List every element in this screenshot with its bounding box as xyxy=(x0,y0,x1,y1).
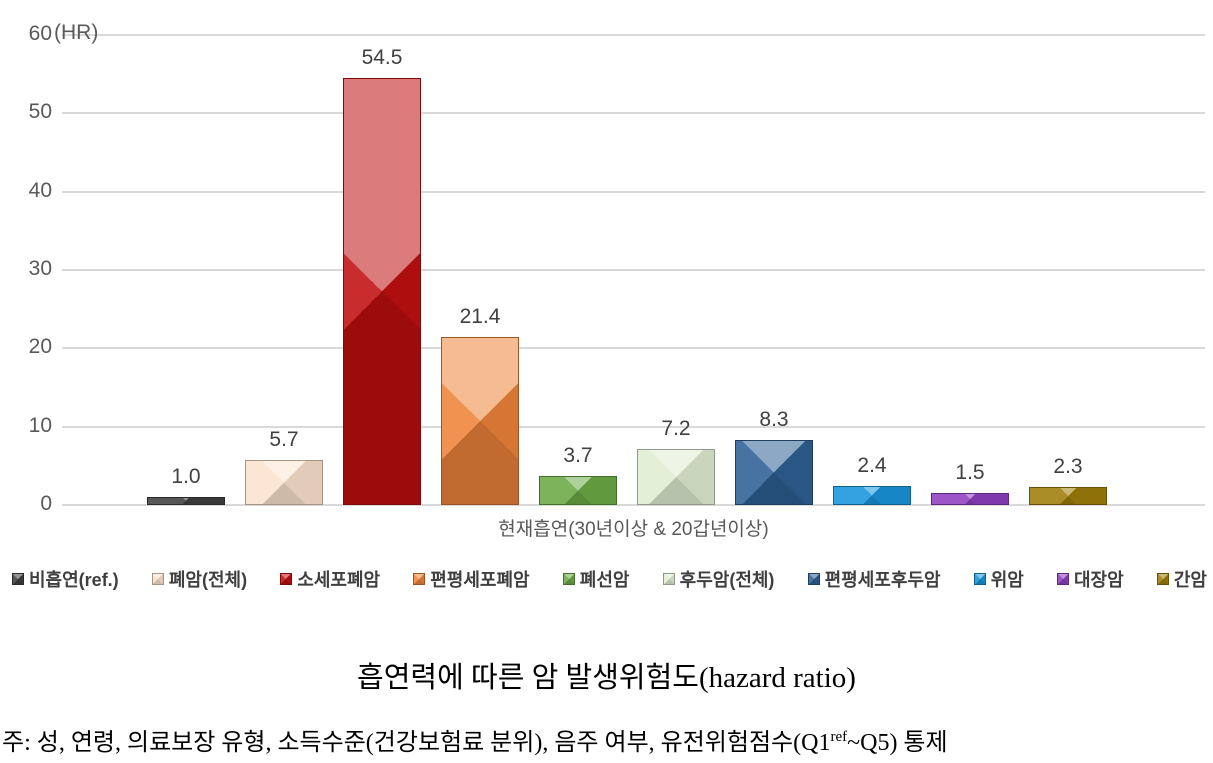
bar-slot-8: 1.5 xyxy=(931,35,1009,505)
footnote-text-end: ~Q5) 통제 xyxy=(847,730,948,756)
legend-item-3: 편평세포폐암 xyxy=(413,566,530,592)
legend-label-1: 폐암(전체) xyxy=(168,570,248,590)
bar-slot-5: 7.2 xyxy=(637,35,715,505)
bar-value-label-6: 8.3 xyxy=(759,407,789,431)
legend-label-9: 간암 xyxy=(1173,570,1207,590)
y-tick-label-40: 40 xyxy=(28,178,52,202)
legend-swatch-icon xyxy=(280,573,293,585)
bar-대장암 xyxy=(931,493,1009,505)
legend-swatch-icon xyxy=(807,573,820,585)
footnote-text: 주: 성, 연령, 의료보장 유형, 소득수준(건강보험료 분위), 음주 여부… xyxy=(2,730,831,756)
legend-label-4: 폐선암 xyxy=(579,570,630,590)
bar-value-label-2: 54.5 xyxy=(361,46,403,70)
gridline-0 xyxy=(62,504,1205,506)
bar-slot-1: 5.7 xyxy=(245,35,323,505)
legend-item-7: 위암 xyxy=(973,566,1024,592)
legend-swatch-icon xyxy=(973,573,986,585)
legend-item-9: 간암 xyxy=(1156,566,1207,592)
legend-label-7: 위암 xyxy=(990,570,1024,590)
bar-slot-0: 1.0 xyxy=(147,35,225,505)
legend-swatch-icon xyxy=(151,573,164,585)
legend-item-0: 비흡연(ref.) xyxy=(12,566,119,592)
bar-value-label-7: 2.4 xyxy=(857,454,887,478)
gridline-20 xyxy=(62,347,1205,350)
legend-item-4: 폐선암 xyxy=(562,566,630,592)
bar-value-label-3: 21.4 xyxy=(459,305,501,329)
legend-item-6: 편평세포후두암 xyxy=(807,566,941,592)
bar-slot-2: 54.5 xyxy=(343,35,421,505)
legend-label-8: 대장암 xyxy=(1074,570,1124,590)
bar-소세포폐암 xyxy=(343,78,421,505)
y-tick-label-50: 50 xyxy=(28,100,52,124)
gridline-40 xyxy=(62,190,1205,193)
legend-swatch-icon xyxy=(662,573,675,585)
bar-slot-9: 2.3 xyxy=(1029,35,1107,505)
footnote-superscript: ref xyxy=(830,729,848,745)
gridline-60 xyxy=(62,34,1205,36)
gridline-10 xyxy=(62,425,1205,428)
bar-value-label-4: 3.7 xyxy=(563,444,593,468)
gridline-30 xyxy=(62,269,1205,271)
legend: 비흡연(ref.) 폐암(전체) 소세포폐암 편평세포폐암 폐선암 후두암(전체) 편평세포… xyxy=(12,566,1207,592)
legend-swatch-icon xyxy=(1156,573,1169,585)
y-tick-label-10: 10 xyxy=(28,413,52,437)
y-tick-label-0: 0 xyxy=(40,492,52,515)
y-axis-unit-label: (HR) xyxy=(54,21,99,44)
y-tick-label-60: 60 xyxy=(28,22,52,45)
legend-swatch-icon xyxy=(562,573,575,585)
footnote: 주: 성, 연령, 의료보장 유형, 소득수준(건강보험료 분위), 음주 여부… xyxy=(2,722,1212,757)
bar-위암 xyxy=(833,486,911,505)
bar-slot-4: 3.7 xyxy=(539,35,617,505)
bar-slot-3: 21.4 xyxy=(441,35,519,505)
bar-후두암(전체) xyxy=(637,448,715,505)
legend-label-5: 후두암(전체) xyxy=(679,570,775,590)
legend-label-0: 비흡연(ref.) xyxy=(29,570,119,590)
x-axis-category-label: 현재흡연(30년이상 & 20갑년이상) xyxy=(498,519,769,540)
legend-swatch-icon xyxy=(12,573,24,585)
bar-간암 xyxy=(1029,486,1107,505)
bar-value-label-8: 1.5 xyxy=(955,461,985,485)
legend-label-3: 편평세포폐암 xyxy=(430,570,530,590)
legend-item-8: 대장암 xyxy=(1057,566,1124,592)
legend-item-2: 소세포폐암 xyxy=(280,566,380,592)
y-tick-label-30: 30 xyxy=(28,257,52,280)
legend-label-6: 편평세포후두암 xyxy=(824,570,941,590)
bar-비흡연(ref.) xyxy=(147,497,225,505)
bar-폐선암 xyxy=(539,476,617,505)
bar-폐암(전체) xyxy=(245,460,323,505)
bar-value-label-9: 2.3 xyxy=(1053,454,1083,478)
chart-title: 흡연력에 따른 암 발생위험도(hazard ratio) xyxy=(357,662,856,694)
legend-swatch-icon xyxy=(413,573,426,585)
bar-slot-7: 2.4 xyxy=(833,35,911,505)
bar-value-label-0: 1.0 xyxy=(171,465,201,489)
bar-value-label-1: 5.7 xyxy=(269,428,299,452)
plot-area: 1.0 5.7 54.5 21.4 3.7 7.2 8.3 2.4 1.5 2.3 xyxy=(62,34,1205,506)
legend-swatch-icon xyxy=(1057,573,1069,585)
y-tick-label-20: 20 xyxy=(28,335,52,359)
bar-slot-6: 8.3 xyxy=(735,35,813,505)
gridline-50 xyxy=(62,112,1205,115)
bar-편평세포폐암 xyxy=(441,337,519,505)
legend-item-5: 후두암(전체) xyxy=(662,566,775,592)
bar-편평세포후두암 xyxy=(735,439,813,505)
legend-label-2: 소세포폐암 xyxy=(297,570,381,590)
bar-value-label-5: 7.2 xyxy=(661,416,691,440)
legend-item-1: 폐암(전체) xyxy=(151,566,248,592)
